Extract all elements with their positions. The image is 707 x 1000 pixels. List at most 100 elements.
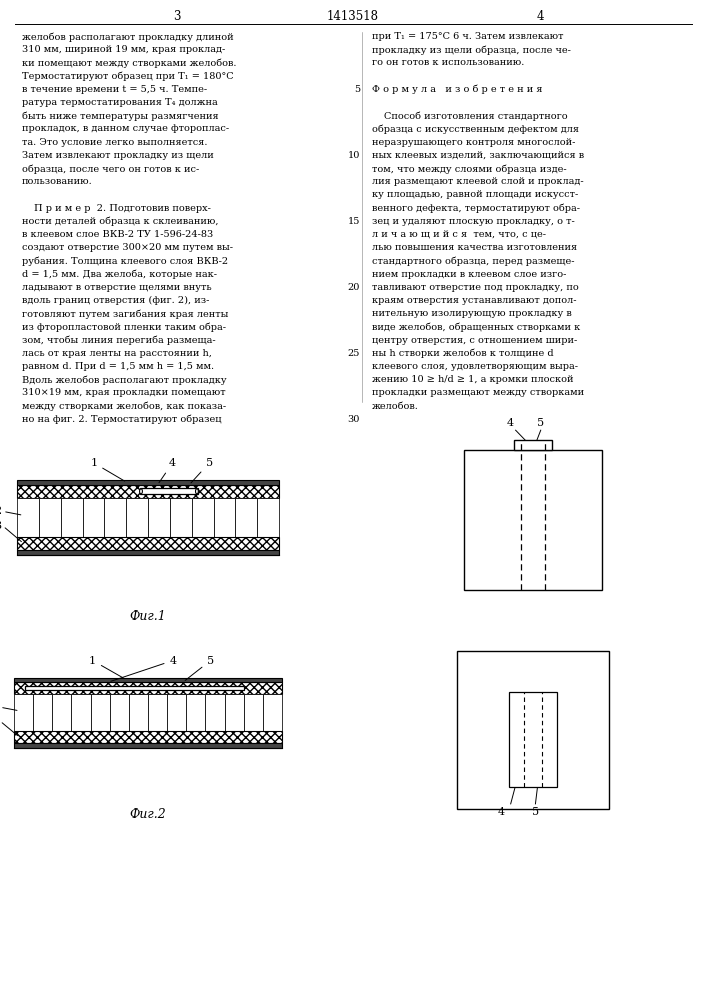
Bar <box>514 440 552 450</box>
Bar <box>61 498 83 537</box>
Bar <box>83 498 105 537</box>
Bar <box>14 743 282 748</box>
Text: 310×19 мм, края прокладки помещают: 310×19 мм, края прокладки помещают <box>22 388 226 397</box>
Bar <box>129 694 148 731</box>
Text: венного дефекта, термостатируют обра-: венного дефекта, термостатируют обра- <box>372 204 580 213</box>
Text: готовляют путем загибания края ленты: готовляют путем загибания края ленты <box>22 309 228 319</box>
Text: та. Это условие легко выполняется.: та. Это условие легко выполняется. <box>22 138 207 147</box>
Bar <box>52 694 71 731</box>
Bar <box>33 694 52 731</box>
Bar <box>186 694 206 731</box>
Text: между створками желобов, как показа-: между створками желобов, как показа- <box>22 402 226 411</box>
Text: 5: 5 <box>185 656 214 680</box>
Text: рубания. Толщина клеевого слоя ВКВ-2: рубания. Толщина клеевого слоя ВКВ-2 <box>22 256 228 266</box>
Bar <box>140 488 198 494</box>
Text: Способ изготовления стандартного: Способ изготовления стандартного <box>384 111 568 121</box>
Bar <box>14 678 282 682</box>
Text: 3: 3 <box>173 9 181 22</box>
Text: 4: 4 <box>536 9 544 22</box>
Bar <box>25 686 245 690</box>
Text: прокладок, в данном случае фтороплас-: прокладок, в данном случае фтороплас- <box>22 124 229 133</box>
Text: 1: 1 <box>90 458 124 481</box>
Text: 4: 4 <box>506 418 513 428</box>
Text: виде желобов, обращенных створками к: виде желобов, обращенных створками к <box>372 322 580 332</box>
Text: зец и удаляют плоскую прокладку, о т-: зец и удаляют плоскую прокладку, о т- <box>372 217 575 226</box>
Text: 2: 2 <box>0 506 1 516</box>
Bar <box>17 550 279 555</box>
Bar <box>105 498 126 537</box>
Text: краям отверстия устанавливают допол-: краям отверстия устанавливают допол- <box>372 296 576 305</box>
Text: Термостатируют образец при T₁ = 180°C: Термостатируют образец при T₁ = 180°C <box>22 72 233 81</box>
Bar <box>90 694 110 731</box>
Bar <box>214 498 235 537</box>
Bar <box>235 498 257 537</box>
Ellipse shape <box>139 489 142 494</box>
Text: лась от края ленты на расстоянии h,: лась от края ленты на расстоянии h, <box>22 349 212 358</box>
Text: ку площадью, равной площади искусст-: ку площадью, равной площади искусст- <box>372 190 578 199</box>
Text: центру отверстия, с отношением шири-: центру отверстия, с отношением шири- <box>372 336 577 345</box>
Text: 4: 4 <box>498 807 505 817</box>
Text: нием прокладки в клеевом слое изго-: нием прокладки в клеевом слое изго- <box>372 270 566 279</box>
Text: тавливают отверстие под прокладку, по: тавливают отверстие под прокладку, по <box>372 283 579 292</box>
Text: Ф о р м у л а   и з о б р е т е н и я: Ф о р м у л а и з о б р е т е н и я <box>372 85 542 94</box>
Text: Фиг.2: Фиг.2 <box>129 808 166 821</box>
Text: лия размещают клеевой слой и проклад-: лия размещают клеевой слой и проклад- <box>372 177 583 186</box>
Bar <box>110 694 129 731</box>
Text: нительную изолирующую прокладку в: нительную изолирующую прокладку в <box>372 309 572 318</box>
Text: 5: 5 <box>532 807 539 817</box>
Text: 4: 4 <box>159 458 176 483</box>
Text: 3: 3 <box>0 521 1 531</box>
Ellipse shape <box>196 489 199 494</box>
Text: при T₁ = 175°С 6 ч. Затем извлекают: при T₁ = 175°С 6 ч. Затем извлекают <box>372 32 563 41</box>
Text: 1: 1 <box>89 656 124 678</box>
Bar <box>14 694 33 731</box>
Bar <box>14 682 282 694</box>
Bar <box>167 694 186 731</box>
Bar <box>126 498 148 537</box>
Text: клеевого слоя, удовлетворяющим выра-: клеевого слоя, удовлетворяющим выра- <box>372 362 578 371</box>
Text: Фиг.1: Фиг.1 <box>129 610 166 623</box>
Text: 310 мм, шириной 19 мм, края проклад-: 310 мм, шириной 19 мм, края проклад- <box>22 45 226 54</box>
Bar <box>263 694 282 731</box>
Text: П р и м е р  2. Подготовив поверх-: П р и м е р 2. Подготовив поверх- <box>34 204 211 213</box>
Bar <box>17 537 279 550</box>
Text: прокладки размещают между створками: прокладки размещают между створками <box>372 388 584 397</box>
Text: равном d. При d = 1,5 мм h = 1,5 мм.: равном d. При d = 1,5 мм h = 1,5 мм. <box>22 362 214 371</box>
Bar <box>17 485 279 498</box>
Bar <box>244 694 263 731</box>
Text: жению 10 ≥ h/d ≥ 1, а кромки плоской: жению 10 ≥ h/d ≥ 1, а кромки плоской <box>372 375 573 384</box>
Text: го он готов к использованию.: го он готов к использованию. <box>372 58 525 67</box>
Text: лью повышения качества изготовления: лью повышения качества изготовления <box>372 243 577 252</box>
Text: 10: 10 <box>348 151 360 160</box>
Text: 1413518: 1413518 <box>327 9 379 22</box>
Text: 20: 20 <box>348 283 360 292</box>
Text: Вдоль желобов располагают прокладку: Вдоль желобов располагают прокладку <box>22 375 227 385</box>
Bar <box>71 694 90 731</box>
Text: прокладку из щели образца, после че-: прокладку из щели образца, после че- <box>372 45 571 55</box>
Text: из фторопластовой пленки таким обра-: из фторопластовой пленки таким обра- <box>22 322 226 332</box>
Text: 30: 30 <box>348 415 360 424</box>
Bar <box>148 498 170 537</box>
Bar <box>206 694 225 731</box>
Bar <box>508 692 557 787</box>
Bar <box>464 450 602 590</box>
Bar <box>192 498 214 537</box>
Bar <box>170 498 192 537</box>
Text: ны h створки желобов к толщине d: ны h створки желобов к толщине d <box>372 349 554 358</box>
Bar <box>14 731 282 743</box>
Text: 5: 5 <box>537 418 544 428</box>
Text: зом, чтобы линия перегиба размеща-: зом, чтобы линия перегиба размеща- <box>22 336 216 345</box>
Text: желобов располагают прокладку длиной: желобов располагают прокладку длиной <box>22 32 233 41</box>
Bar <box>225 694 244 731</box>
Text: в клеевом слое ВКВ-2 ТУ 1-596-24-83: в клеевом слое ВКВ-2 ТУ 1-596-24-83 <box>22 230 214 239</box>
Text: ки помещают между створками желобов.: ки помещают между створками желобов. <box>22 58 237 68</box>
Text: Затем извлекают прокладку из щели: Затем извлекают прокладку из щели <box>22 151 214 160</box>
Text: ности деталей образца к склеиванию,: ности деталей образца к склеиванию, <box>22 217 218 226</box>
Text: быть ниже температуры размягчения: быть ниже температуры размягчения <box>22 111 218 121</box>
Text: ных клеевых изделий, заключающийся в: ных клеевых изделий, заключающийся в <box>372 151 584 160</box>
Text: л и ч а ю щ и й с я  тем, что, с це-: л и ч а ю щ и й с я тем, что, с це- <box>372 230 546 239</box>
Bar <box>39 498 61 537</box>
Text: 4: 4 <box>111 656 177 681</box>
Bar <box>148 694 167 731</box>
Text: ратура термостатирования T₄ должна: ратура термостатирования T₄ должна <box>22 98 218 107</box>
